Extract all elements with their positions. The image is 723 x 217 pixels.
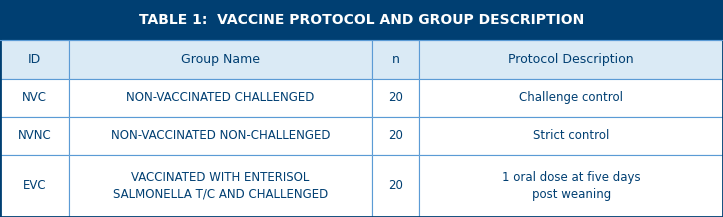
Text: Group Name: Group Name [181,53,260,66]
Bar [0,155,69,217]
Text: ID: ID [27,53,41,66]
Text: 20: 20 [388,179,403,192]
Bar [69,40,372,79]
Bar [0,79,69,117]
Bar [372,40,419,79]
Bar [419,117,723,155]
Text: NVNC: NVNC [17,129,51,142]
Text: Protocol Description: Protocol Description [508,53,634,66]
Bar [0,155,69,217]
Bar [419,117,723,155]
Bar [69,117,372,155]
Bar [419,155,723,217]
Bar [69,155,372,217]
Text: Strict control: Strict control [533,129,609,142]
Text: NVC: NVC [22,91,47,104]
Text: 20: 20 [388,129,403,142]
Bar [0,117,69,155]
Bar [372,79,419,117]
Bar [372,79,419,117]
Bar [69,40,372,79]
Bar [69,79,372,117]
Bar [69,79,372,117]
Bar [419,79,723,117]
Bar [372,155,419,217]
Bar [0,117,69,155]
Bar [372,117,419,155]
Text: TABLE 1:  VACCINE PROTOCOL AND GROUP DESCRIPTION: TABLE 1: VACCINE PROTOCOL AND GROUP DESC… [139,13,584,27]
Bar [0,79,69,117]
Bar [419,79,723,117]
Bar [419,40,723,79]
Bar [0,0,723,40]
Bar [419,155,723,217]
Text: n: n [392,53,400,66]
Text: 20: 20 [388,91,403,104]
Bar [372,117,419,155]
Bar [0,40,69,79]
Bar [69,117,372,155]
Bar [69,155,372,217]
Text: VACCINATED WITH ENTERISOL
SALMONELLA T/C AND CHALLENGED: VACCINATED WITH ENTERISOL SALMONELLA T/C… [113,171,328,201]
Text: EVC: EVC [22,179,46,192]
Bar [419,40,723,79]
Text: Challenge control: Challenge control [519,91,623,104]
Text: NON-VACCINATED NON-CHALLENGED: NON-VACCINATED NON-CHALLENGED [111,129,330,142]
Text: NON-VACCINATED CHALLENGED: NON-VACCINATED CHALLENGED [127,91,315,104]
Bar [372,155,419,217]
Bar [0,40,69,79]
Text: 1 oral dose at five days
post weaning: 1 oral dose at five days post weaning [502,171,641,201]
Bar [372,40,419,79]
